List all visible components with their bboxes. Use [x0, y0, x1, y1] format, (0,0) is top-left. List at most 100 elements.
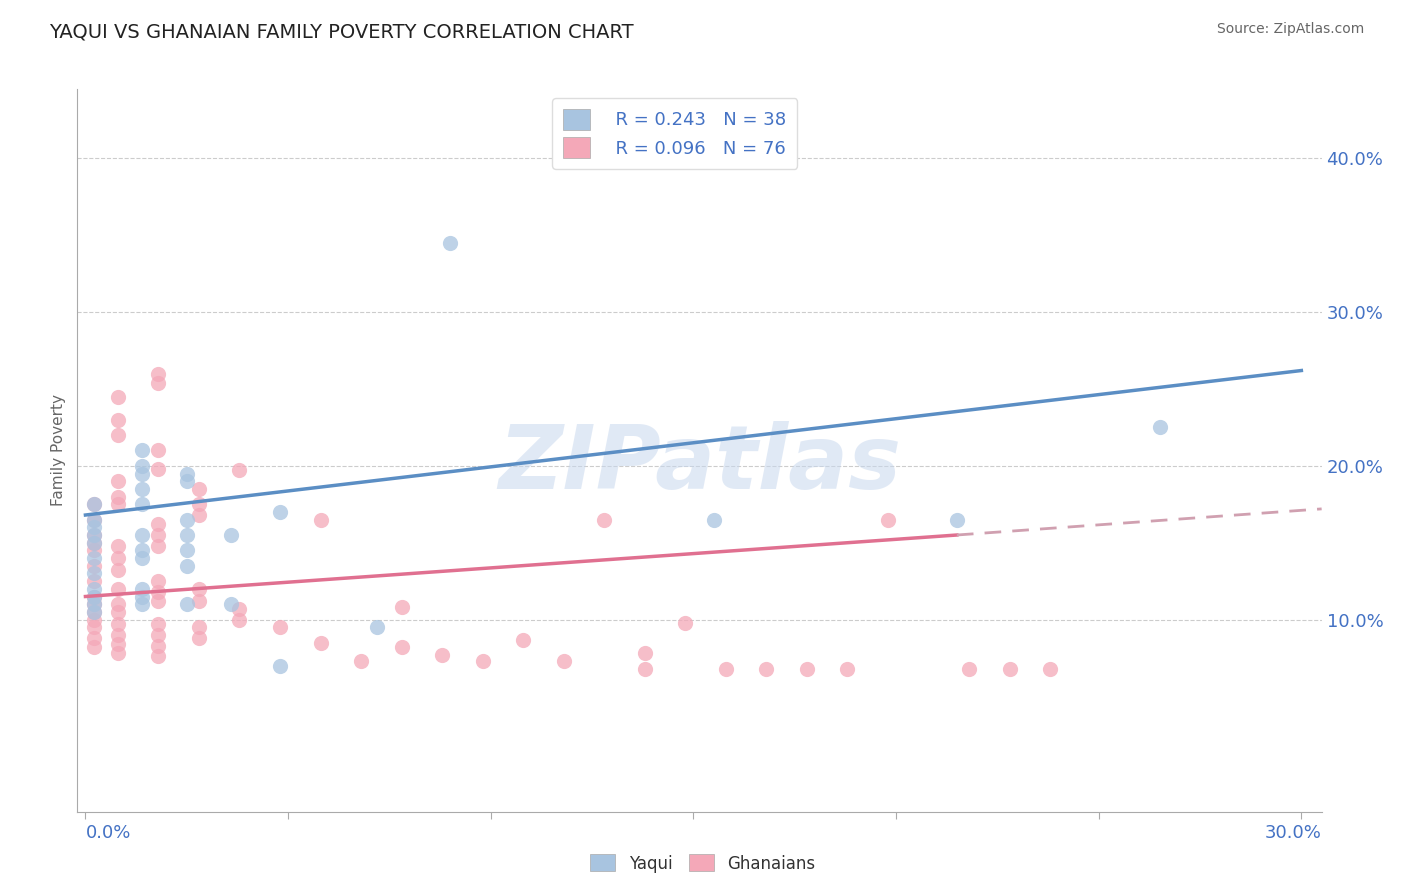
Point	[148, 617, 170, 632]
Point	[83, 574, 105, 588]
Point	[148, 628, 170, 642]
Point	[176, 543, 198, 558]
Point	[187, 631, 209, 645]
Point	[107, 563, 129, 577]
Legend:   R = 0.243   N = 38,   R = 0.096   N = 76: R = 0.243 N = 38, R = 0.096 N = 76	[553, 98, 797, 169]
Point	[83, 605, 105, 619]
Point	[107, 628, 129, 642]
Point	[83, 497, 105, 511]
Point	[83, 566, 105, 581]
Point	[714, 662, 737, 676]
Text: 0.0%: 0.0%	[86, 824, 131, 842]
Point	[131, 528, 153, 542]
Point	[1039, 662, 1062, 676]
Point	[131, 590, 153, 604]
Point	[187, 508, 209, 522]
Point	[391, 640, 413, 655]
Point	[309, 513, 332, 527]
Point	[269, 505, 291, 519]
Point	[269, 620, 291, 634]
Point	[83, 535, 105, 549]
Point	[269, 658, 291, 673]
Point	[83, 497, 105, 511]
Point	[176, 513, 198, 527]
Point	[83, 528, 105, 542]
Point	[83, 551, 105, 566]
Point	[593, 513, 616, 527]
Point	[148, 462, 170, 476]
Point	[83, 597, 105, 611]
Point	[83, 590, 105, 604]
Point	[107, 390, 129, 404]
Point	[221, 597, 243, 611]
Point	[83, 590, 105, 604]
Point	[877, 513, 900, 527]
Point	[755, 662, 778, 676]
Point	[83, 520, 105, 534]
Point	[107, 637, 129, 651]
Point	[176, 528, 198, 542]
Point	[439, 235, 461, 250]
Point	[148, 574, 170, 588]
Point	[83, 640, 105, 655]
Point	[148, 539, 170, 553]
Point	[148, 639, 170, 653]
Point	[83, 605, 105, 619]
Point	[107, 428, 129, 442]
Point	[187, 482, 209, 496]
Point	[148, 585, 170, 599]
Point	[176, 474, 198, 488]
Point	[796, 662, 818, 676]
Point	[107, 474, 129, 488]
Point	[83, 535, 105, 549]
Point	[83, 613, 105, 627]
Point	[131, 582, 153, 596]
Point	[83, 582, 105, 596]
Point	[83, 620, 105, 634]
Point	[673, 615, 696, 630]
Point	[430, 648, 453, 662]
Point	[228, 613, 250, 627]
Point	[553, 654, 575, 668]
Point	[148, 443, 170, 458]
Point	[350, 654, 373, 668]
Point	[634, 662, 657, 676]
Point	[228, 602, 250, 616]
Point	[107, 597, 129, 611]
Legend: Yaqui, Ghanaians: Yaqui, Ghanaians	[583, 847, 823, 880]
Text: ZIPatlas: ZIPatlas	[498, 421, 901, 508]
Point	[131, 467, 153, 481]
Point	[107, 539, 129, 553]
Text: 30.0%: 30.0%	[1265, 824, 1322, 842]
Point	[83, 528, 105, 542]
Point	[391, 600, 413, 615]
Point	[107, 605, 129, 619]
Point	[148, 528, 170, 542]
Point	[131, 482, 153, 496]
Point	[366, 620, 388, 634]
Point	[309, 635, 332, 649]
Point	[471, 654, 494, 668]
Point	[998, 662, 1021, 676]
Point	[131, 497, 153, 511]
Point	[634, 646, 657, 660]
Point	[83, 558, 105, 573]
Point	[107, 413, 129, 427]
Text: Source: ZipAtlas.com: Source: ZipAtlas.com	[1216, 22, 1364, 37]
Point	[83, 513, 105, 527]
Y-axis label: Family Poverty: Family Poverty	[51, 394, 66, 507]
Point	[107, 551, 129, 566]
Text: YAQUI VS GHANAIAN FAMILY POVERTY CORRELATION CHART: YAQUI VS GHANAIAN FAMILY POVERTY CORRELA…	[49, 22, 634, 41]
Point	[176, 597, 198, 611]
Point	[1149, 420, 1171, 434]
Point	[187, 497, 209, 511]
Point	[512, 632, 534, 647]
Point	[131, 443, 153, 458]
Point	[837, 662, 859, 676]
Point	[221, 528, 243, 542]
Point	[107, 497, 129, 511]
Point	[107, 617, 129, 632]
Point	[148, 367, 170, 381]
Point	[957, 662, 980, 676]
Point	[148, 649, 170, 664]
